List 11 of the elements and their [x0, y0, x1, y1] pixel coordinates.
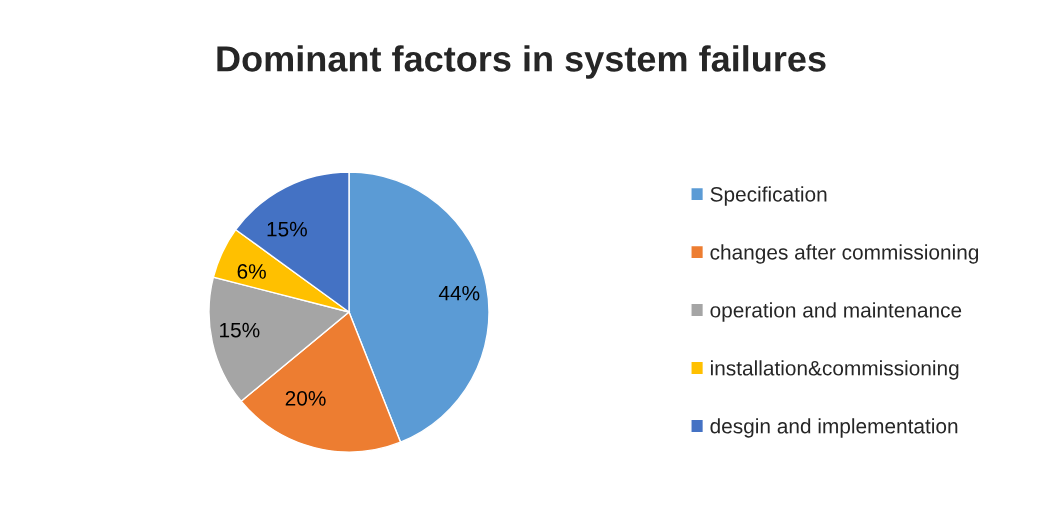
legend-label: operation and maintenance: [710, 302, 962, 322]
legend-label: installation&commissioning: [710, 360, 959, 380]
legend-label: desgin and implementation: [710, 418, 958, 438]
chart-title: Dominant factors in system failures: [217, 45, 826, 79]
data-label: 6%: [237, 264, 266, 279]
legend-label: Specification: [710, 186, 827, 206]
data-label: 20%: [285, 390, 326, 406]
data-label: 15%: [220, 322, 260, 338]
data-label: 44%: [438, 285, 480, 301]
legend-label: changes after commissioning: [710, 244, 979, 264]
data-label: 15%: [267, 221, 307, 237]
